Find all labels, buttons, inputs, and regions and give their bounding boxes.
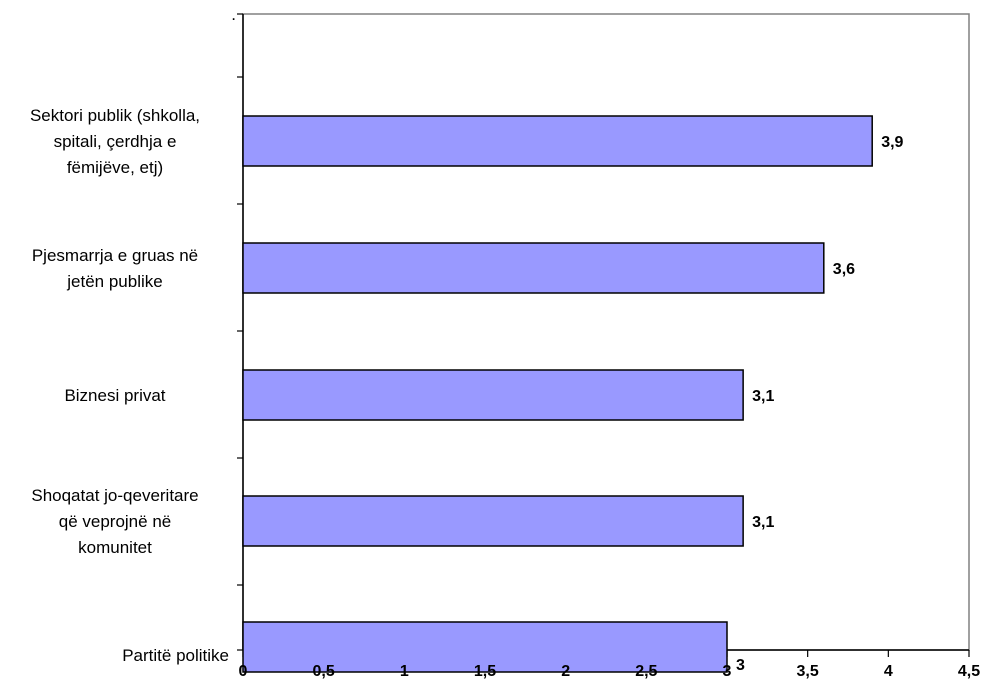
x-tick-label: 2 bbox=[561, 663, 570, 680]
category-labels: . Sektori publik (shkolla, spitali, çerdhj… bbox=[30, 5, 236, 665]
x-tick-label: 1 bbox=[400, 663, 409, 680]
x-tick-label: 0,5 bbox=[313, 663, 335, 680]
data-label: 3,6 bbox=[833, 261, 855, 278]
x-tick-label: 4,5 bbox=[958, 663, 980, 680]
bar bbox=[242, 369, 744, 421]
data-label: 3,1 bbox=[752, 514, 774, 531]
category-label: . bbox=[231, 5, 236, 24]
x-tick-label: 2,5 bbox=[635, 663, 657, 680]
x-tick-label: 3,5 bbox=[797, 663, 819, 680]
bar bbox=[242, 621, 728, 673]
x-tick-labels: 0 0,5 1 1,5 2 2,5 3 3,5 4 4,5 bbox=[239, 663, 981, 680]
plot-area bbox=[237, 13, 970, 657]
data-label: 3 bbox=[736, 657, 745, 674]
bar bbox=[242, 495, 744, 547]
bars bbox=[242, 115, 873, 673]
x-tick-label: 4 bbox=[884, 663, 893, 680]
category-label: Shoqatat jo-qeveritare që veprojnë në komu… bbox=[31, 486, 198, 557]
bar bbox=[242, 242, 825, 294]
category-label: Sektori publik (shkolla, spitali, çerdhja… bbox=[30, 106, 200, 177]
data-label: 3,1 bbox=[752, 388, 774, 405]
plot-border bbox=[242, 13, 970, 651]
category-label: Pjesmarrja e gruas në jetën publike bbox=[32, 246, 198, 291]
x-tick-label: 1,5 bbox=[474, 663, 496, 680]
data-label: 3,9 bbox=[881, 134, 903, 151]
x-tick-label: 0 bbox=[239, 663, 248, 680]
x-tick-label: 3 bbox=[723, 663, 732, 680]
category-label: Biznesi privat bbox=[64, 386, 165, 405]
bar bbox=[242, 115, 873, 167]
category-label: Partitë politike bbox=[122, 646, 229, 665]
data-labels: 3,9 3,6 3,1 3,1 3 bbox=[736, 134, 904, 674]
